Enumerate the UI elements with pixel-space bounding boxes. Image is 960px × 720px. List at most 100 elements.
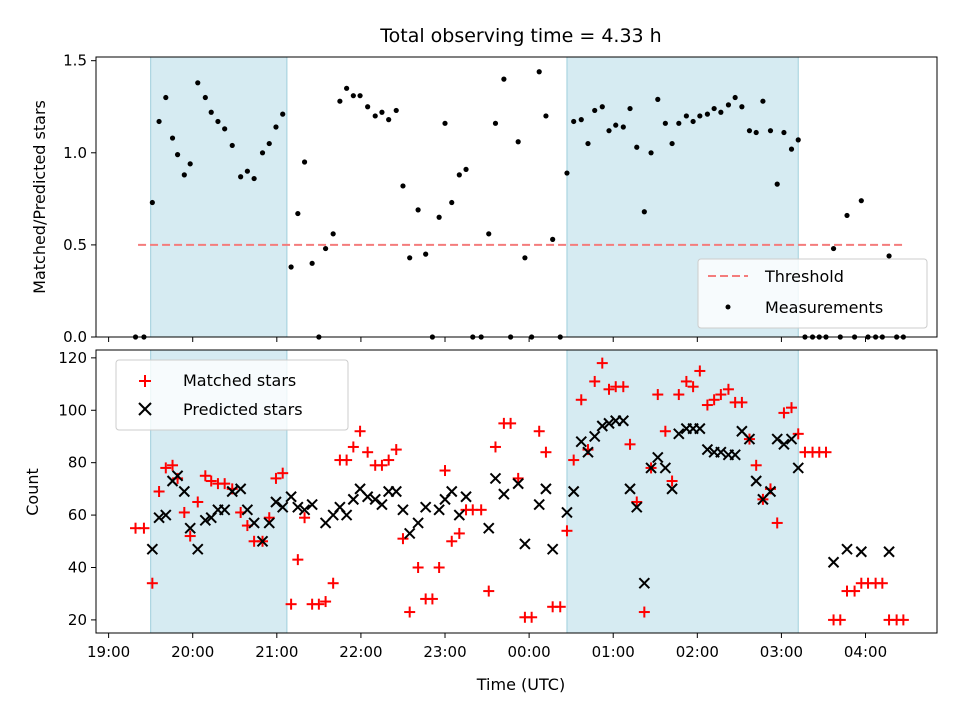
predicted-star-marker bbox=[603, 417, 615, 430]
matched-star-marker bbox=[624, 438, 636, 450]
predicted-star-marker bbox=[631, 501, 643, 513]
measurement-point bbox=[753, 129, 759, 136]
matched-star-marker bbox=[446, 535, 458, 547]
matched-star-marker bbox=[526, 611, 538, 623]
top-shaded-span bbox=[150, 56, 288, 338]
top-y-tick-label: 0.0 bbox=[63, 328, 87, 346]
x-tick-label: 19:00 bbox=[87, 643, 130, 661]
predicted-star-marker bbox=[285, 491, 297, 503]
measurement-point bbox=[486, 231, 492, 237]
matched-star-marker bbox=[354, 425, 366, 437]
measurement-point bbox=[393, 107, 399, 114]
predicted-star-marker bbox=[218, 504, 231, 516]
predicted-star-marker bbox=[403, 527, 416, 540]
measurement-point bbox=[215, 118, 221, 125]
predicted-star-marker bbox=[192, 543, 204, 555]
legend-threshold-label: Threshold bbox=[764, 267, 844, 286]
measurement-point bbox=[648, 150, 654, 156]
predicted-star-marker bbox=[785, 433, 798, 445]
measurement-point bbox=[585, 140, 591, 147]
matched-star-marker bbox=[397, 533, 409, 545]
top-x-tick-marks bbox=[108, 337, 867, 342]
measurement-point bbox=[606, 128, 612, 134]
measurement-point bbox=[781, 129, 787, 136]
predicted-star-marker bbox=[263, 517, 275, 529]
measurement-point bbox=[774, 181, 780, 187]
predicted-star-marker bbox=[347, 493, 360, 506]
matched-star-marker bbox=[771, 517, 783, 529]
measurement-point bbox=[683, 113, 689, 119]
bottom-x-axis: 19:00 20:00 21:00 22:00 23:00 00:00 01:00 02:00… bbox=[87, 633, 887, 661]
measurement-point bbox=[202, 94, 208, 101]
matched-star-marker bbox=[540, 446, 552, 458]
predicted-star-marker bbox=[764, 485, 777, 498]
matched-star-marker bbox=[219, 478, 231, 490]
top-y-axis: 0.0 0.5 1.0 1.5 bbox=[63, 52, 96, 346]
matched-star-marker bbox=[568, 454, 580, 466]
x-tick-label: 02:00 bbox=[676, 643, 719, 661]
matched-star-marker bbox=[834, 614, 846, 626]
measurement-point bbox=[578, 117, 584, 123]
measurement-point bbox=[492, 120, 499, 126]
predicted-star-marker bbox=[241, 504, 254, 516]
matched-star-marker bbox=[652, 389, 664, 401]
measurement-point bbox=[372, 113, 378, 119]
matched-star-marker bbox=[327, 577, 339, 589]
measurement-point bbox=[515, 139, 521, 145]
measurement-point bbox=[725, 102, 732, 108]
predicted-star-marker bbox=[883, 546, 895, 558]
measurement-point bbox=[295, 210, 301, 217]
predicted-star-marker bbox=[567, 485, 580, 498]
predicted-star-marker bbox=[153, 511, 165, 524]
matched-star-marker bbox=[404, 606, 416, 618]
matched-star-marker bbox=[320, 596, 332, 608]
matched-star-marker bbox=[659, 425, 671, 437]
legend-matched-swatch bbox=[139, 375, 151, 387]
x-tick-label: 22:00 bbox=[339, 643, 382, 661]
matched-star-marker bbox=[708, 394, 720, 406]
measurement-point bbox=[746, 128, 753, 134]
measurement-point bbox=[767, 128, 774, 134]
matched-star-marker bbox=[876, 577, 888, 589]
matched-star-marker bbox=[146, 577, 158, 589]
measurement-point bbox=[208, 109, 214, 115]
bottom-plot-frame bbox=[95, 349, 938, 634]
legend-measurements-swatch bbox=[725, 304, 731, 310]
matched-star-marker bbox=[483, 585, 495, 597]
measurement-point bbox=[229, 142, 235, 149]
matched-star-marker bbox=[270, 472, 282, 484]
measurement-point bbox=[156, 118, 162, 125]
measurement-point bbox=[704, 111, 711, 117]
x-tick-label: 00:00 bbox=[507, 643, 550, 661]
predicted-star-marker bbox=[645, 462, 657, 474]
matched-star-marker bbox=[617, 381, 629, 393]
bottom-y-tick-label: 20 bbox=[68, 611, 87, 629]
predicted-star-marker bbox=[412, 517, 424, 529]
measurement-point bbox=[676, 120, 682, 126]
measurement-point bbox=[501, 76, 507, 82]
measurement-point bbox=[830, 245, 837, 252]
measurement-point bbox=[571, 118, 577, 125]
matched-star-marker bbox=[362, 446, 374, 458]
matched-star-marker bbox=[277, 467, 289, 479]
matched-star-marker bbox=[453, 527, 465, 539]
measurement-point bbox=[536, 69, 542, 75]
matched-star-marker bbox=[792, 428, 804, 440]
matched-star-marker bbox=[750, 459, 762, 471]
measurement-point bbox=[844, 212, 850, 219]
predicted-star-marker bbox=[292, 501, 304, 513]
matched-star-marker bbox=[184, 530, 196, 542]
predicted-star-marker bbox=[460, 491, 472, 503]
measurement-point bbox=[550, 236, 556, 242]
measurement-point bbox=[365, 104, 371, 110]
measurement-point bbox=[718, 109, 724, 115]
top-legend-box bbox=[697, 258, 928, 329]
matched-star-marker bbox=[167, 459, 179, 471]
measurement-point bbox=[564, 170, 570, 176]
measurement-point bbox=[357, 93, 363, 99]
measurement-point bbox=[627, 105, 633, 112]
measurement-point bbox=[760, 98, 766, 104]
matched-star-marker bbox=[433, 561, 445, 573]
predicted-star-marker bbox=[199, 514, 212, 527]
matched-star-marker bbox=[666, 475, 678, 487]
